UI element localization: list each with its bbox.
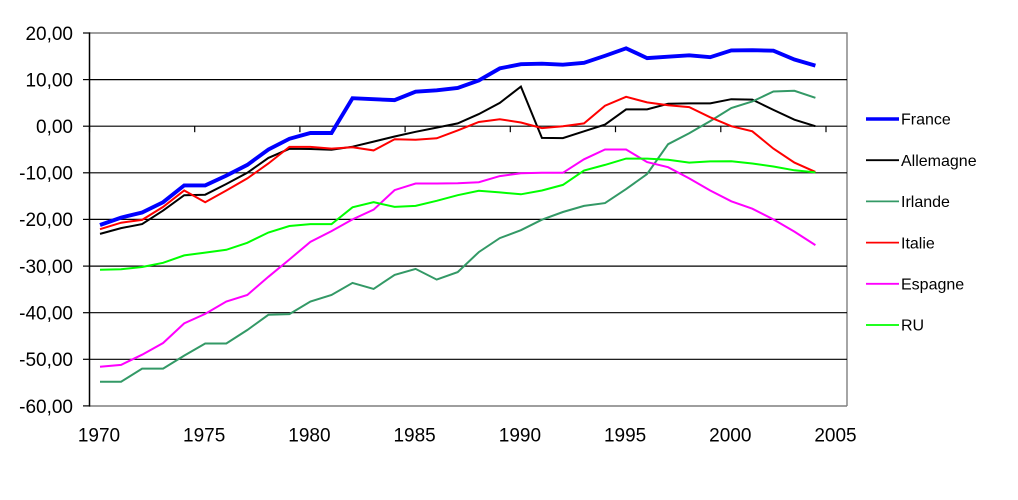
svg-text:1985: 1985 (393, 426, 435, 447)
svg-text:-40,00: -40,00 (19, 304, 73, 325)
svg-text:0,00: 0,00 (36, 117, 73, 138)
svg-text:2005: 2005 (814, 426, 856, 447)
svg-text:Italie: Italie (901, 235, 935, 252)
svg-text:2000: 2000 (709, 426, 751, 447)
svg-text:Espagne: Espagne (901, 277, 964, 294)
svg-text:Allemagne: Allemagne (901, 153, 977, 170)
svg-text:20,00: 20,00 (25, 24, 73, 45)
svg-text:RU: RU (901, 318, 924, 335)
svg-text:10,00: 10,00 (25, 70, 73, 91)
svg-text:-60,00: -60,00 (19, 397, 73, 418)
svg-text:1975: 1975 (183, 426, 225, 447)
svg-text:1980: 1980 (288, 426, 330, 447)
svg-text:France: France (901, 112, 951, 129)
svg-text:-50,00: -50,00 (19, 350, 73, 371)
svg-text:1990: 1990 (499, 426, 541, 447)
svg-text:-30,00: -30,00 (19, 257, 73, 278)
svg-text:1995: 1995 (604, 426, 646, 447)
svg-text:1970: 1970 (78, 426, 120, 447)
svg-text:-10,00: -10,00 (19, 164, 73, 185)
svg-text:-20,00: -20,00 (19, 210, 73, 231)
svg-text:Irlande: Irlande (901, 194, 950, 211)
